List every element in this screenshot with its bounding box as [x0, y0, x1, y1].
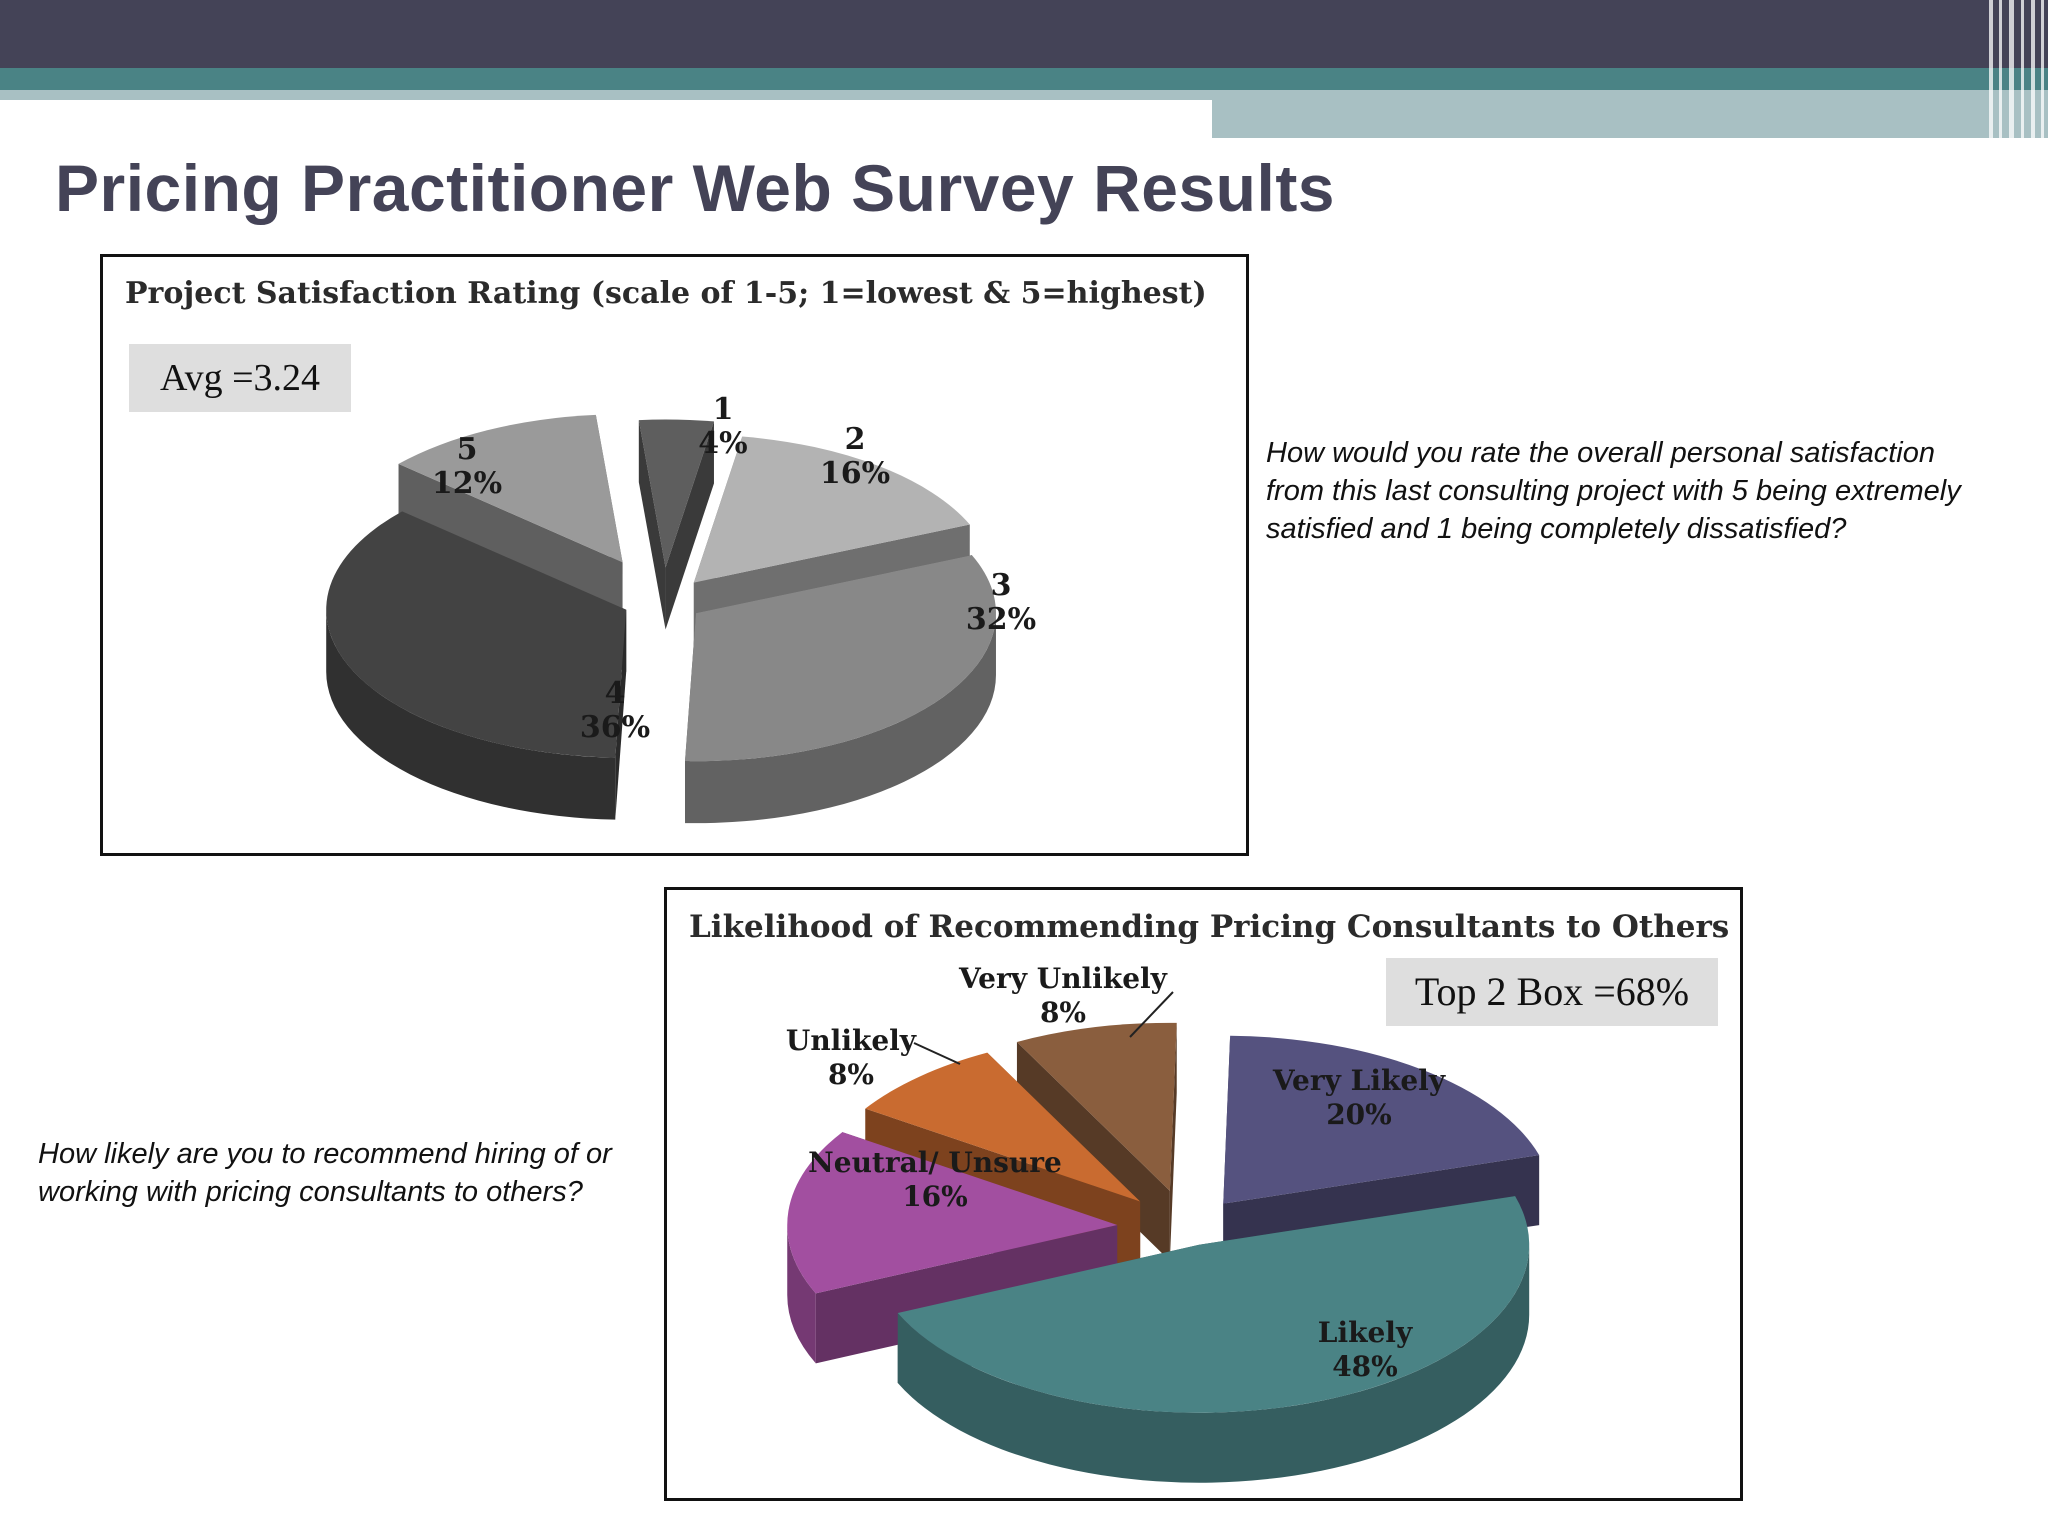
- slice-3-side: [685, 613, 996, 824]
- satisfaction-pie: 14% 216% 332% 436% 512%: [326, 392, 1036, 824]
- slice-3: [685, 555, 996, 762]
- slice-likely-side: [897, 1244, 1530, 1483]
- question-line: How likely are you to recommend hiring o…: [38, 1138, 612, 1170]
- slice-4-side: [615, 609, 627, 820]
- slice-1-side: [665, 421, 714, 630]
- slice-value-likely: 48%: [1332, 1350, 1398, 1383]
- slice-4-side: [326, 609, 616, 820]
- chart-title: Project Satisfaction Rating (scale of 1-…: [125, 276, 1207, 311]
- header-band-light-right: [1212, 90, 2048, 138]
- header-band-teal: [0, 68, 2048, 90]
- slide-title: Pricing Practitioner Web Survey Results: [55, 151, 1336, 225]
- slice-very-unlikely-side: [1169, 1022, 1177, 1261]
- slice-likely: [897, 1196, 1530, 1413]
- slice-label-2: 2: [845, 422, 866, 457]
- question-line: from this last consulting project with 5…: [1266, 475, 1961, 507]
- slice-value-5: 12%: [432, 466, 502, 501]
- slice-value-neutral-unsure: 16%: [902, 1180, 968, 1213]
- slice-value-unlikely: 8%: [828, 1058, 874, 1091]
- chart-panel-satisfaction: Project Satisfaction Rating (scale of 1-…: [100, 254, 1249, 856]
- slice-label-likely: Likely: [1318, 1316, 1413, 1349]
- recommend-question: How likely are you to recommend hiring o…: [38, 1135, 612, 1211]
- slice-2: [693, 436, 970, 583]
- slice-neutral-unsure-side: [815, 1225, 1118, 1364]
- header-band-light-left: [0, 90, 1212, 100]
- slice-label-4: 4: [605, 676, 626, 711]
- avg-badge: Avg =3.24: [129, 344, 351, 412]
- question-line: How would you rate the overall personal …: [1266, 437, 1935, 469]
- slice-5: [398, 414, 623, 563]
- question-line: working with pricing consultants to othe…: [38, 1176, 583, 1208]
- slice-label-unlikely: Unlikely: [786, 1024, 917, 1057]
- leader-line: [913, 1042, 961, 1065]
- slice-1-side: [638, 420, 666, 630]
- slice-neutral-unsure-side: [787, 1225, 816, 1364]
- slice-label-very-likely: Very Likely: [1272, 1064, 1446, 1097]
- slice-value-2: 16%: [820, 456, 890, 491]
- header-band-dark: [0, 0, 2048, 68]
- slice-label-very-unlikely: Very Unlikely: [958, 962, 1168, 995]
- header-stripes: [1985, 0, 2048, 138]
- slice-very-unlikely: [1016, 1022, 1177, 1191]
- slice-label-5: 5: [457, 432, 478, 467]
- slice-neutral-unsure: [787, 1132, 1118, 1294]
- slice-value-1: 4%: [698, 426, 747, 461]
- chart-title: Likelihood of Recommending Pricing Consu…: [689, 909, 1730, 945]
- slice-label-neutral-unsure: Neutral/ Unsure: [808, 1146, 1062, 1179]
- slice-1: [638, 419, 714, 568]
- leader-line: [1129, 991, 1174, 1038]
- question-line: satisfied and 1 being completely dissati…: [1266, 513, 1847, 545]
- slice-4: [326, 511, 627, 758]
- slice-value-4: 36%: [580, 710, 650, 745]
- slice-value-very-unlikely: 8%: [1040, 996, 1086, 1029]
- slice-label-3: 3: [991, 568, 1012, 603]
- slice-value-3: 32%: [966, 602, 1036, 637]
- chart-panel-recommend: Likelihood of Recommending Pricing Consu…: [664, 887, 1743, 1501]
- slice-value-very-likely: 20%: [1326, 1098, 1392, 1131]
- satisfaction-question: How would you rate the overall personal …: [1266, 434, 1961, 548]
- top-2-box-badge: Top 2 Box =68%: [1386, 958, 1718, 1026]
- slice-very-likely: [1223, 1035, 1540, 1204]
- slice-unlikely: [865, 1052, 1141, 1202]
- slice-label-1: 1: [713, 392, 734, 427]
